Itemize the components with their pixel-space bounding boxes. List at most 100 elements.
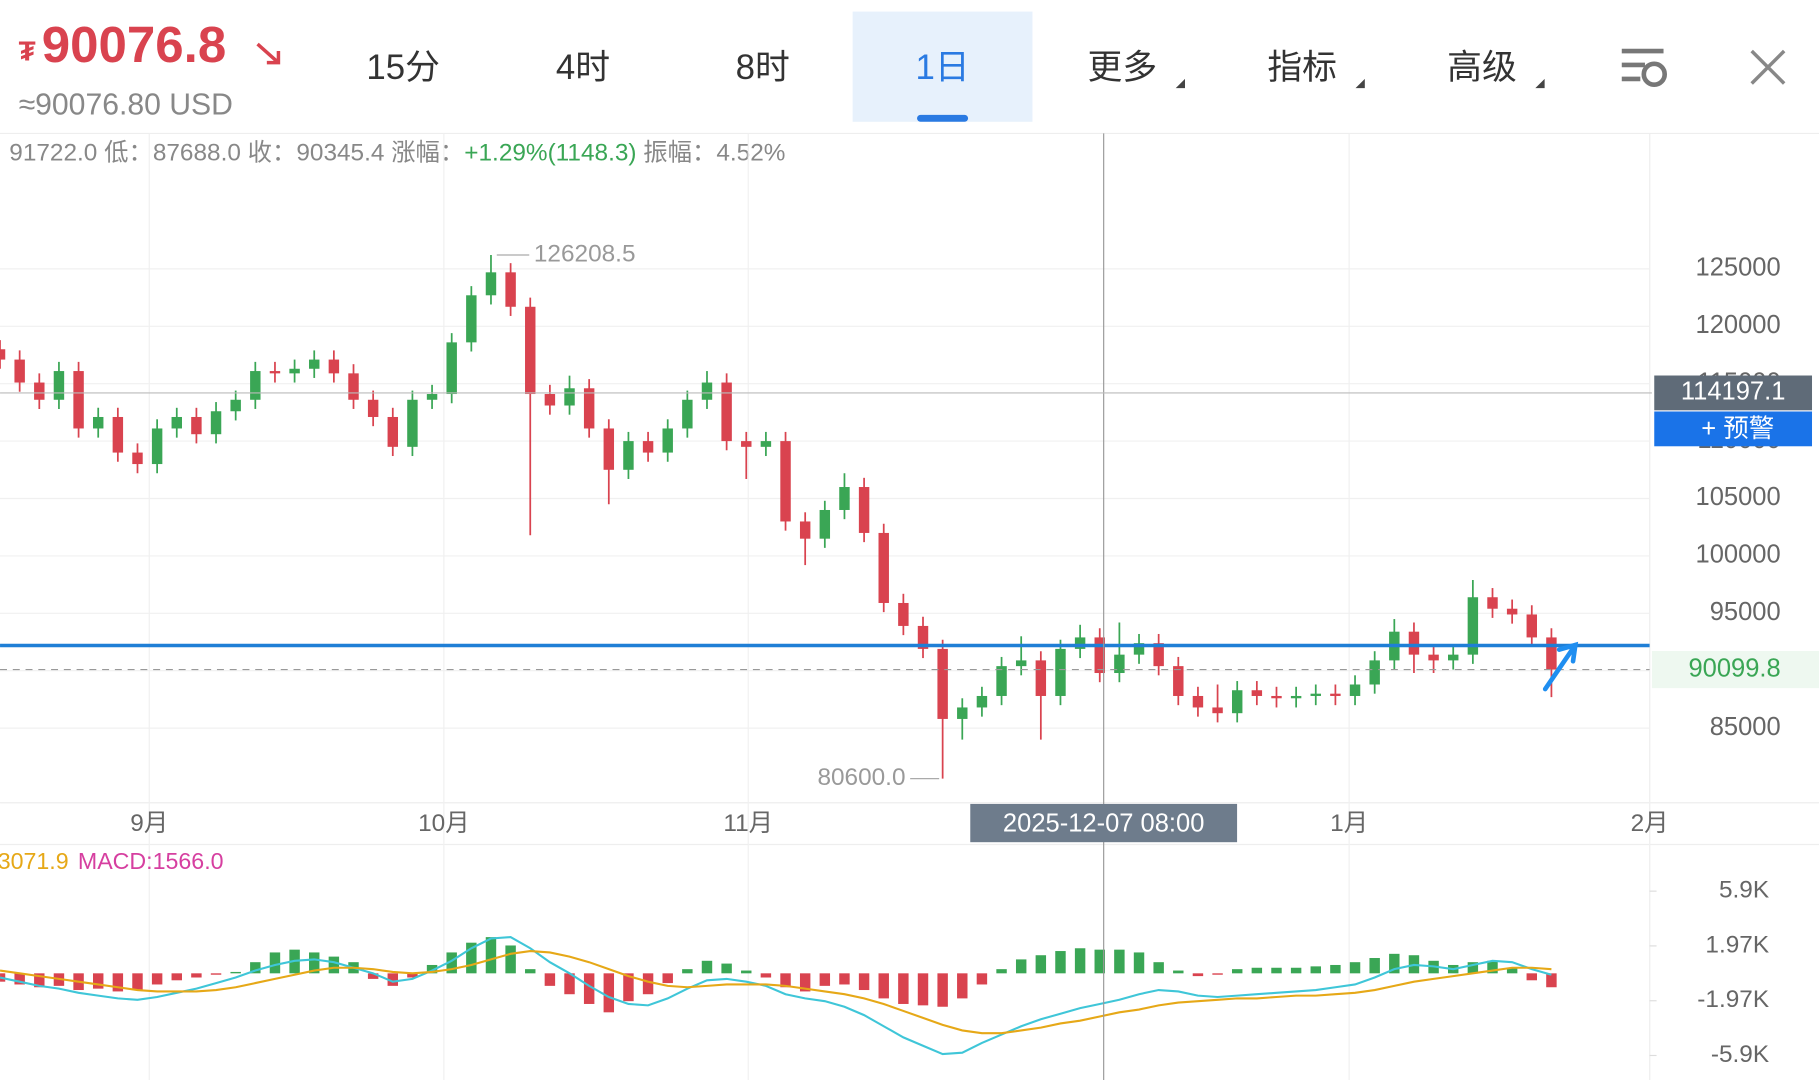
macd-bar — [210, 973, 222, 975]
macd-bar — [1330, 964, 1341, 974]
candle-body — [760, 441, 772, 447]
macd-bar — [623, 973, 634, 1002]
x-tick-label: 9月 — [130, 810, 168, 837]
info-text: 91722.0 低：87688.0 收：90345.4 涨幅： — [9, 140, 464, 167]
candle-body — [171, 416, 182, 429]
macd-bar — [1487, 960, 1498, 974]
alert-button-bg[interactable] — [1654, 411, 1813, 447]
macd-bar — [1349, 962, 1361, 974]
candle-body — [309, 359, 320, 369]
macd-bar — [898, 973, 909, 1004]
macd-bar — [701, 960, 713, 974]
candle-body — [505, 272, 516, 307]
settings-icon[interactable] — [1621, 48, 1668, 88]
macd-bar — [230, 971, 241, 974]
candle-body — [1074, 637, 1086, 649]
macd-bar — [1310, 966, 1321, 974]
candle-body — [1467, 597, 1479, 655]
macd-bar — [1467, 962, 1479, 974]
candle-body — [1055, 648, 1066, 696]
usd-price: ≈90076.80 USD — [19, 89, 233, 122]
tab[interactable]: 高级 — [1447, 48, 1517, 87]
candle-body — [14, 359, 25, 383]
y-tick-label: 1.97K — [1705, 931, 1769, 958]
macd-bar — [1094, 949, 1105, 974]
candle-body — [0, 349, 6, 360]
candle-body — [878, 532, 889, 603]
candle-body — [1448, 654, 1459, 661]
candle-body — [426, 394, 438, 400]
candle-body — [466, 295, 477, 343]
candle-body — [1506, 608, 1518, 615]
macd-bar — [171, 973, 182, 981]
low-label: 80600.0 — [817, 764, 905, 791]
candle-body — [1231, 690, 1243, 714]
candle-body — [721, 382, 732, 442]
macd-bar — [92, 973, 104, 989]
crosshair-date-bg — [970, 803, 1238, 843]
macd-bar — [191, 973, 202, 978]
alert-button[interactable]: + 预警 — [1701, 415, 1774, 443]
macd-bar — [34, 973, 45, 988]
macd-chart: -5.9K -1.97K 1.97K 5.9K 3071.9 MACD:1566.0 — [0, 848, 1769, 1068]
candle-body — [957, 707, 968, 719]
macd-bar — [1055, 951, 1066, 974]
tab[interactable]: 4时 — [556, 48, 610, 87]
candle-body — [1408, 631, 1420, 655]
macd-bar — [937, 973, 948, 1007]
macd-bar — [957, 973, 968, 999]
candle-body — [1015, 660, 1027, 667]
close-icon[interactable] — [1750, 49, 1786, 85]
tab[interactable]: 8时 — [736, 48, 790, 87]
candle-body — [701, 382, 713, 400]
macd-bar — [426, 964, 438, 974]
candle-body — [564, 388, 575, 406]
candle-body — [1369, 660, 1380, 685]
candle-body — [1251, 690, 1263, 696]
macd-bar — [1074, 948, 1086, 974]
candle-body — [328, 359, 340, 374]
candle-body — [151, 428, 163, 465]
tab[interactable]: 更多 — [1088, 48, 1158, 87]
candle-body — [1192, 695, 1204, 708]
candle-body — [1173, 666, 1184, 696]
overlays: 90099.8 2025-12-07 08:00 114197.1 + 预警 — [0, 133, 1819, 1080]
macd-bar — [721, 963, 732, 974]
y-tick-label: 105000 — [1696, 483, 1781, 511]
macd-bar — [1546, 973, 1557, 988]
macd-bar — [1389, 953, 1400, 974]
tab[interactable]: 指标 — [1267, 48, 1337, 87]
candle-body — [937, 648, 948, 719]
macd-bar — [917, 973, 929, 1006]
candle-body — [1212, 707, 1223, 714]
active-tab-indicator — [917, 114, 969, 122]
macd-bar — [1290, 967, 1302, 974]
macd-bar — [387, 973, 399, 986]
candle-body — [446, 342, 457, 395]
y-tick-label: -5.9K — [1711, 1041, 1769, 1068]
macd-bar — [525, 969, 536, 974]
candle-body — [839, 487, 850, 510]
tab[interactable]: 1日 — [915, 48, 969, 87]
y-tick-label: 100000 — [1696, 541, 1781, 569]
macd-bar — [1271, 967, 1282, 974]
y-tick-label: 120000 — [1696, 311, 1781, 339]
candle-body — [780, 441, 791, 522]
tab[interactable]: 15分 — [366, 48, 440, 87]
crosshair-date: 2025-12-07 08:00 — [1003, 810, 1204, 838]
histogram — [0, 936, 1557, 1056]
candle-body — [210, 411, 222, 435]
macd-bar — [112, 973, 124, 992]
candle-body — [1035, 660, 1047, 696]
candle-body — [996, 666, 1007, 696]
macd-bar — [1212, 973, 1223, 975]
macd-bar — [1035, 955, 1047, 974]
macd-bar — [132, 973, 143, 991]
macd-bar — [760, 973, 772, 978]
candle-body — [1114, 654, 1125, 674]
macd-line — [0, 936, 1552, 1056]
candle-body — [1310, 693, 1321, 696]
candle-body — [741, 441, 752, 447]
currency-symbol: ₮ — [19, 36, 36, 67]
